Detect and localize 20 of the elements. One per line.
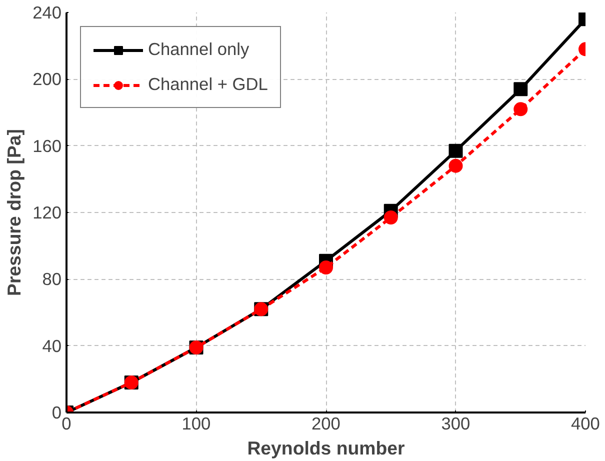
y-tick-label: 120 — [32, 202, 62, 222]
x-axis-title: Reynolds number — [247, 438, 405, 458]
y-tick-label: 40 — [42, 336, 62, 356]
x-tick-label: 200 — [312, 414, 340, 434]
y-axis-title: Pressure drop [Pa] — [4, 129, 25, 296]
y-tick-label: 160 — [32, 136, 62, 156]
y-tick-label: 80 — [42, 269, 62, 290]
point — [514, 102, 528, 116]
x-tick-label: 100 — [182, 414, 211, 434]
legend-label: Channel + GDL — [148, 74, 268, 95]
point — [384, 210, 398, 224]
y-tick-label: 240 — [32, 2, 62, 22]
y-tick-label: 200 — [32, 69, 62, 90]
point — [514, 82, 528, 96]
point — [448, 158, 463, 173]
x-tick-label: 300 — [441, 414, 470, 434]
legend-label: Channel only — [148, 39, 250, 60]
x-tick-label: 400 — [571, 414, 600, 434]
point — [448, 144, 463, 158]
point — [319, 260, 333, 274]
